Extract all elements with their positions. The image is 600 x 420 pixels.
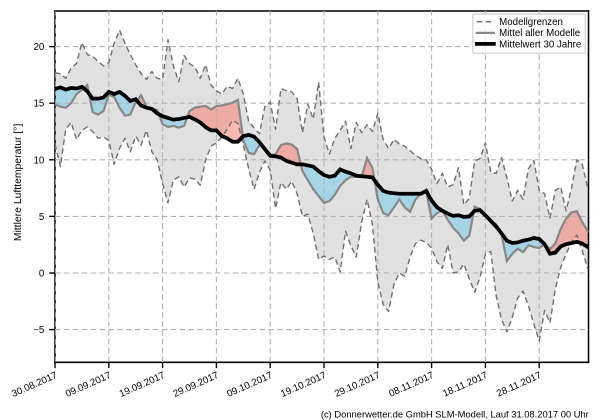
svg-text:0: 0	[39, 269, 45, 280]
svg-text:Mittel aller Modelle: Mittel aller Modelle	[499, 28, 580, 39]
svg-text:15: 15	[33, 99, 44, 110]
svg-text:−5: −5	[33, 325, 44, 336]
svg-text:Modellgrenzen: Modellgrenzen	[499, 17, 563, 28]
svg-text:5: 5	[39, 212, 44, 223]
svg-text:Mittlere Lufttemperatur [°]: Mittlere Lufttemperatur [°]	[13, 124, 24, 242]
svg-text:10: 10	[33, 155, 44, 166]
svg-text:Mittelwert 30 Jahre: Mittelwert 30 Jahre	[499, 39, 581, 50]
svg-text:(c) Donnerwetter.de GmbH SLM-M: (c) Donnerwetter.de GmbH SLM-Modell, Lau…	[321, 410, 589, 420]
svg-text:20: 20	[33, 42, 44, 53]
